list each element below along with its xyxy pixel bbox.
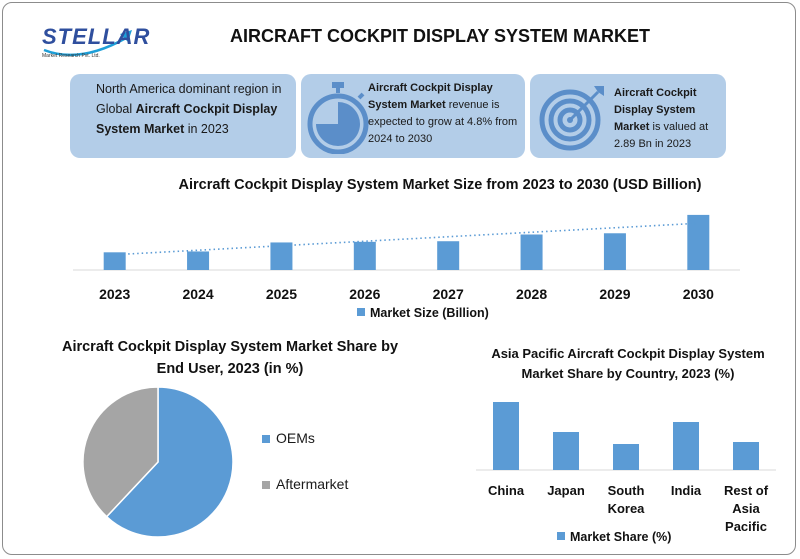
- bar-south-korea: [613, 444, 639, 470]
- pie-slice-oems: [105, 386, 234, 538]
- x-tick-label-south-korea: South Korea: [608, 483, 646, 516]
- legend-swatch-aftermarket: [262, 481, 270, 490]
- x-tick-label-rest-of-asia-pacific: Rest of Asia Pacific: [724, 483, 769, 534]
- card1-text-bold: Aircraft Cockpit Display System Market: [96, 102, 278, 136]
- bar-2030: [687, 214, 710, 270]
- card3-text: Aircraft Cockpit Display System Market i…: [614, 85, 724, 153]
- info-card-growth: Aircraft Cockpit Display System Market r…: [301, 74, 525, 158]
- logo-text: STELLAR: [42, 24, 151, 49]
- asia-pacific-chart: China Japan South Korea India Rest of Asia Paci…: [476, 402, 776, 544]
- info-card-region: North America dominant region in Global …: [70, 74, 296, 158]
- trendline: [114, 222, 699, 256]
- bar-2025: [270, 242, 293, 270]
- card3-text-bold: Aircraft Cockpit Display System Market: [614, 87, 697, 133]
- legend-label-market-share: Market Share (%): [570, 530, 671, 544]
- bar-2027: [437, 241, 460, 270]
- x-tick-label-2025: 2025: [266, 286, 297, 302]
- pie-slice-aftermarket: [82, 386, 159, 518]
- market-size-chart-title: Aircraft Cockpit Display System Market S…: [178, 177, 702, 193]
- x-tick-label-2028: 2028: [516, 286, 547, 302]
- card1-text-pre: North America dominant region in Global: [96, 82, 282, 116]
- bar-japan: [553, 432, 579, 470]
- bar-india: [673, 422, 699, 470]
- pie-legend-oems: OEMs: [262, 430, 315, 446]
- bar-rest-of-asia-pacific: [733, 442, 759, 470]
- card3-text-post: is valued at 2.89 Bn in 2023: [614, 121, 709, 150]
- x-tick-label-japan: Japan: [547, 483, 585, 498]
- x-tick-label-2023: 2023: [99, 286, 130, 302]
- x-tick-label-india: India: [671, 483, 702, 498]
- legend-swatch-market-size: [357, 308, 365, 316]
- legend-swatch-market-share: [557, 532, 565, 540]
- page-title: AIRCRAFT COCKPIT DISPLAY SYSTEM MARKET: [229, 26, 651, 46]
- x-tick-label-2027: 2027: [433, 286, 464, 302]
- bar-china: [493, 402, 519, 470]
- x-tick-label-2030: 2030: [683, 286, 714, 302]
- bar-2028: [520, 234, 543, 270]
- legend-swatch-oems: [262, 435, 270, 444]
- asia-pacific-chart-title: Asia Pacific Aircraft Cockpit Display Sy…: [491, 346, 765, 381]
- pie-legend-aftermarket: Aftermarket: [262, 476, 348, 492]
- legend-label-oems: OEMs: [276, 430, 315, 446]
- x-tick-label-2029: 2029: [599, 286, 630, 302]
- end-user-pie-chart: [82, 386, 234, 538]
- logo-subtitle: Market Research Pvt. Ltd.: [42, 53, 100, 59]
- bar-2024: [187, 251, 210, 270]
- legend-label-aftermarket: Aftermarket: [276, 476, 349, 492]
- card2-text-post: revenue is expected to grow at 4.8% from…: [368, 99, 518, 145]
- x-tick-label-china: China: [488, 483, 525, 498]
- logo: STELLAR Market Research Pvt. Ltd.: [40, 20, 150, 62]
- info-card-value: Aircraft Cockpit Display System Market i…: [530, 74, 726, 158]
- stopwatch-icon: [307, 82, 369, 154]
- card2-text: Aircraft Cockpit Display System Market r…: [368, 80, 518, 148]
- bar-2029: [603, 233, 626, 270]
- target-icon: [539, 86, 604, 151]
- market-size-chart: 2023 2024 2025 2026 2027 2028 2029 2030 Market S…: [73, 214, 740, 320]
- x-tick-label-2024: 2024: [182, 286, 213, 302]
- card2-text-bold: Aircraft Cockpit Display System Market: [368, 82, 493, 111]
- end-user-chart-title: Aircraft Cockpit Display System Market S…: [61, 339, 399, 377]
- legend-label-market-size: Market Size (Billion): [370, 306, 489, 320]
- bar-2026: [353, 241, 376, 270]
- card1-text-post: in 2023: [184, 122, 229, 136]
- x-tick-label-2026: 2026: [349, 286, 380, 302]
- logo-swoosh-icon: [43, 30, 132, 57]
- bar-2023: [103, 252, 126, 270]
